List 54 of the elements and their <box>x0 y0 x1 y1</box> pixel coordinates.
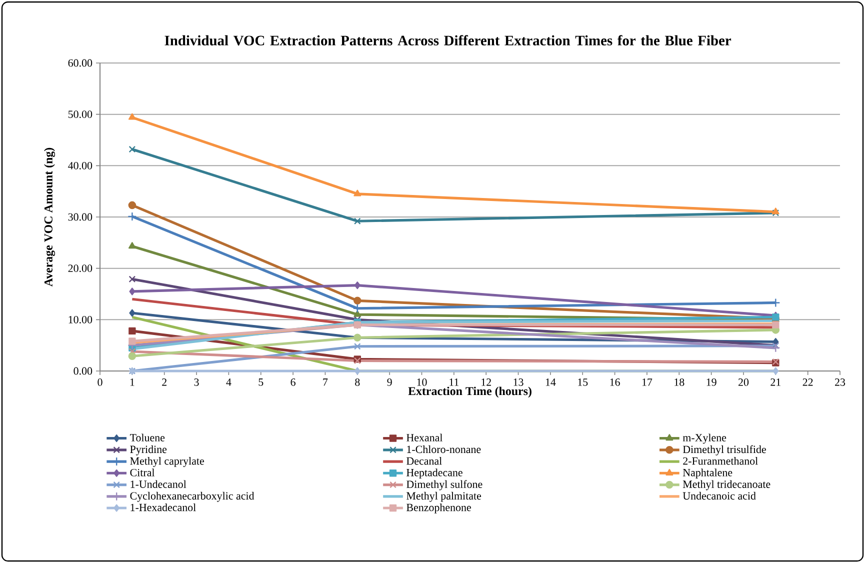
x-tick-label: 19 <box>706 378 716 386</box>
legend-label: 2-Furanmethanol <box>683 457 758 465</box>
x-tick-label: 2 <box>162 378 166 386</box>
legend-label: Methyl caprylate <box>130 457 204 467</box>
legend-label: Undecanoic acid <box>682 492 756 500</box>
x-tick-label: 6 <box>290 378 296 386</box>
legend-label: 1-Undecanol <box>130 480 186 488</box>
legend-label: Cyclohexanecarboxylic acid <box>130 492 254 502</box>
x-tick-label: 1 <box>130 378 134 386</box>
x-tick-label: 4 <box>226 378 232 386</box>
legend-label: Methyl palmitate <box>406 492 482 502</box>
x-tick-label: 11 <box>450 378 459 386</box>
y-tick-label: 50.00 <box>68 110 92 118</box>
x-tick-label: 0 <box>98 378 102 386</box>
x-tick-label: 14 <box>546 378 556 386</box>
y-tick-label: 60.00 <box>68 59 92 67</box>
x-tick-label: 18 <box>674 378 684 386</box>
legend-label: Decanal <box>406 457 442 465</box>
y-tick-label: 10.00 <box>68 316 92 324</box>
x-tick-label: 8 <box>355 378 360 386</box>
x-tick-label: 21 <box>770 378 780 386</box>
legend-label: m-Xylene <box>682 434 726 444</box>
x-tick-label: 23 <box>835 378 846 386</box>
legend-label: Citral <box>130 468 155 476</box>
legend-label: Toluene <box>130 434 165 442</box>
y-axis-title: Average VOC Amount (ng) <box>44 148 55 287</box>
legend-label: Dimethyl trisulfide <box>682 445 766 456</box>
y-tick-label: 40.00 <box>68 162 92 170</box>
legend-label: 1-Hexadecanol <box>130 503 196 512</box>
x-tick-label: 17 <box>642 378 652 386</box>
chart-title: Individual VOC Extraction Patterns Across Different Extraction Times for the Blue Fiber <box>164 35 732 46</box>
x-axis-title: Extraction Time (hours) <box>408 386 532 398</box>
y-tick-label: 0.00 <box>74 367 92 375</box>
legend-label: Hexanal <box>406 434 443 442</box>
x-tick-label: 13 <box>514 378 524 386</box>
x-tick-label: 5 <box>258 378 264 386</box>
x-tick-label: 22 <box>802 378 813 386</box>
x-tick-label: 16 <box>610 378 620 386</box>
x-tick-label: 12 <box>482 378 491 386</box>
x-tick-label: 10 <box>417 378 427 386</box>
legend-label: Benzophenone <box>406 503 471 514</box>
y-tick-label: 30.00 <box>68 213 92 221</box>
legend-label: Pyridine <box>130 445 167 456</box>
y-tick-label: 20.00 <box>68 264 92 272</box>
x-tick-label: 7 <box>323 378 328 386</box>
legend-label: Naphtalene <box>682 468 732 479</box>
x-tick-label: 9 <box>387 378 392 386</box>
x-tick-label: 20 <box>738 378 749 386</box>
x-tick-label: 15 <box>578 378 588 386</box>
legend-label: 1-Chloro-nonane <box>407 445 481 454</box>
legend-label: Heptadecane <box>406 468 462 479</box>
legend-label: Dimethyl sulfone <box>406 480 482 490</box>
x-tick-label: 3 <box>194 378 199 386</box>
legend-label: Methyl tridecanoate <box>682 480 770 490</box>
